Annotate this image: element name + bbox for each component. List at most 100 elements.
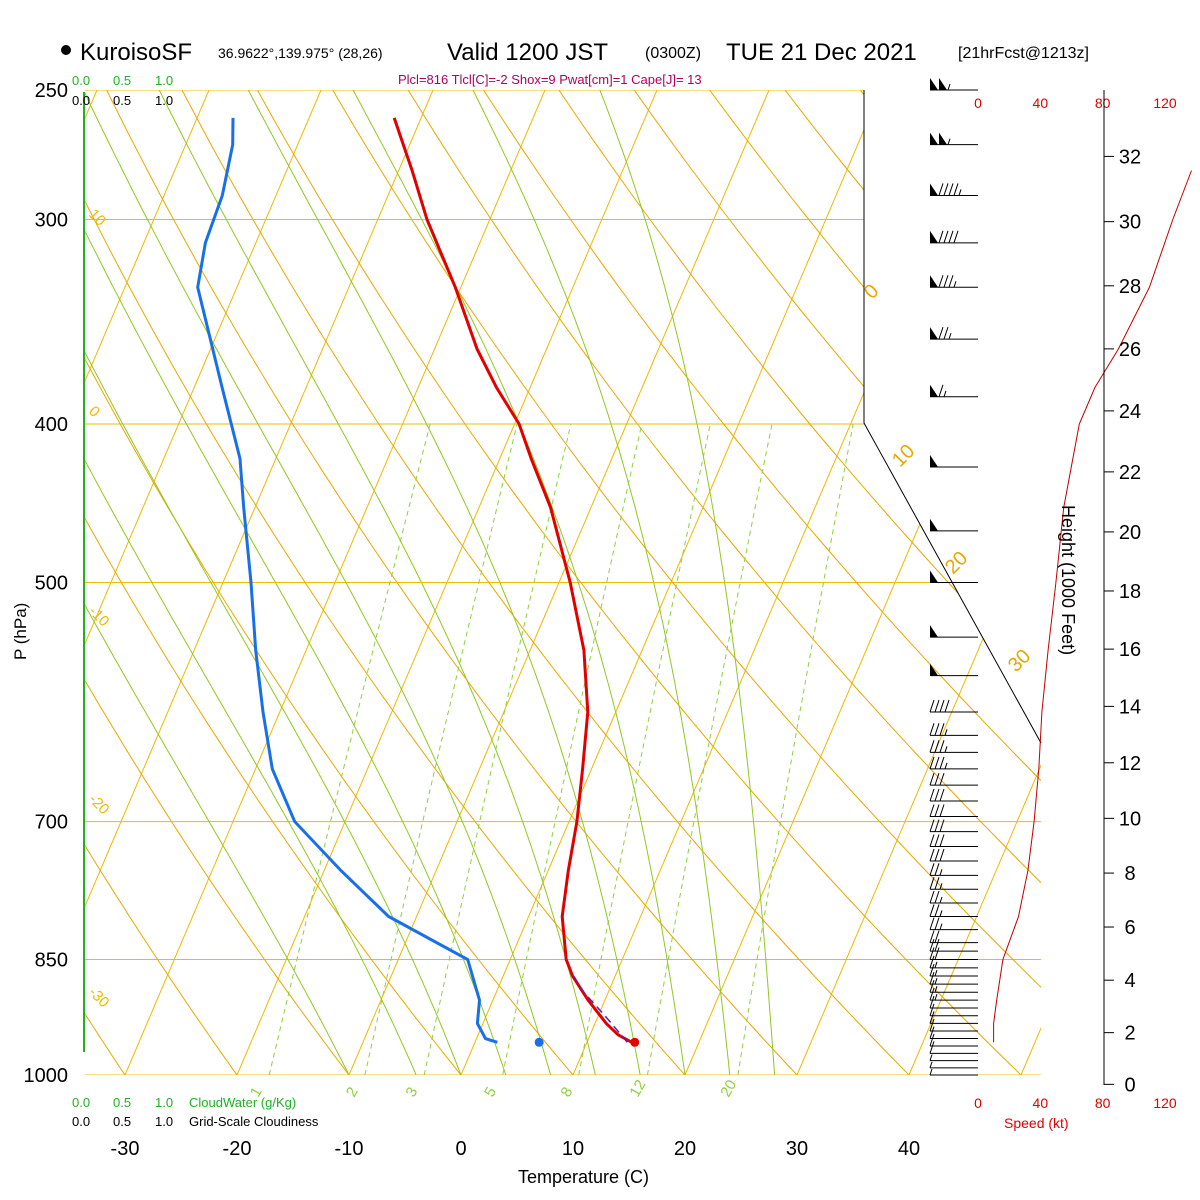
pressure-axis: 250 300 400 500 700 850 1000 [24, 80, 69, 1087]
wind-barb [929, 834, 978, 848]
dry-adiabat-line [85, 90, 686, 1075]
speed-axis-label: Speed (kt) [1004, 1115, 1069, 1131]
mixing-ratio-label: 2 [343, 1084, 362, 1100]
wind-barb-flag [943, 230, 949, 244]
wind-barb-half-flag [947, 83, 951, 91]
speed-tick-top: 40 [1033, 95, 1049, 111]
wind-barbs [929, 78, 978, 1076]
moist-adiabat-line [85, 90, 350, 1075]
speed-tick-top: 80 [1095, 95, 1111, 111]
height-tick-label: 26 [1119, 339, 1141, 361]
wind-barb-flag [934, 772, 940, 786]
isotherm-line [85, 90, 210, 1075]
wind-barb [929, 1061, 978, 1069]
dry-adiabat-label: 0 [860, 280, 883, 303]
temperature-tick-label: 10 [562, 1138, 584, 1160]
isotherm-label: -20 [85, 791, 112, 818]
wind-barb [929, 1054, 978, 1062]
wind-barb-pennant [930, 570, 938, 583]
wind-barb-flag [948, 275, 954, 288]
wind-barb [929, 788, 978, 802]
cloudwater-tick: 0.5 [113, 73, 131, 88]
wind-barb [929, 772, 978, 786]
moist-adiabat-line [85, 90, 417, 1075]
wind-barb-half-flag [944, 762, 948, 770]
wind-barb-pennant [930, 384, 938, 397]
station-coords: 36.9622°,139.975° (28,26) [218, 45, 383, 61]
dry-adiabat-line [85, 90, 350, 1075]
moist-adiabat-line [352, 90, 686, 1075]
cloudiness-tick: 0.0 [72, 93, 90, 108]
wind-barb [930, 625, 978, 638]
wind-barb-pennant [930, 132, 938, 145]
surface-dewpoint-marker [534, 1037, 544, 1047]
temperature-tick-label: 40 [898, 1138, 920, 1160]
wind-barb-flag [929, 917, 935, 930]
dewpoint-profile-line [196, 117, 498, 1044]
wind-barb-flag [953, 183, 959, 196]
height-tick-label: 8 [1124, 863, 1135, 885]
height-tick-label: 28 [1119, 276, 1141, 298]
wind-barb-half-flag [939, 910, 943, 917]
dry-adiabat-line [85, 90, 574, 1075]
wind-barb-flag [934, 819, 940, 832]
wind-barb-half-flag [934, 993, 938, 1001]
wind-barb [930, 455, 978, 468]
wind-barb [930, 384, 978, 398]
wind-barb [930, 183, 978, 196]
wind-barb [930, 78, 978, 91]
wind-barb [929, 917, 978, 931]
isotherm-label: -10 [85, 603, 112, 630]
wind-barb-flag [939, 834, 945, 847]
wind-barb [929, 1068, 978, 1076]
height-tick-label: 18 [1119, 581, 1141, 603]
dry-adiabat-line [85, 90, 238, 1075]
wind-barb [930, 570, 978, 583]
wind-barb [929, 848, 978, 862]
wind-barb-half-flag [939, 923, 943, 930]
height-tick-label: 10 [1119, 808, 1141, 830]
height-tick-label: 20 [1119, 522, 1141, 544]
isotherm-line [85, 90, 322, 1075]
moist-adiabat-line [247, 90, 641, 1075]
forecast-info: [21hrFcst@1213z] [958, 45, 1089, 62]
mixing-ratio-line [646, 423, 773, 1075]
pressure-tick-label: 300 [35, 210, 68, 232]
wind-barb-half-flag [953, 281, 957, 288]
dry-adiabat-line [633, 90, 1041, 1075]
wind-barb [929, 1003, 978, 1017]
dry-adiabat-line [181, 90, 910, 1075]
wind-barb-pennant [930, 327, 938, 340]
wind-barb-flag [934, 917, 940, 930]
height-tick-label: 14 [1119, 696, 1141, 718]
wind-barb [929, 980, 978, 993]
wind-barb-half-flag [944, 746, 948, 753]
wind-barb-flag [929, 699, 935, 713]
wind-barb-flag [929, 963, 935, 977]
wind-barb-flag [929, 788, 935, 802]
wind-barb-flag [939, 740, 945, 753]
wind-barb-flag [944, 699, 950, 713]
dry-adiabat-label: 30 [1004, 645, 1035, 676]
pressure-tick-label: 850 [35, 950, 68, 972]
isotherm-line [124, 90, 546, 1075]
wind-barb-half-flag [939, 869, 943, 876]
plot-frame [863, 90, 1042, 744]
wind-barb-flag [948, 230, 954, 244]
wind-barb-flag [934, 877, 940, 890]
mixing-ratio-label: 3 [402, 1084, 421, 1100]
wind-barb-half-flag [929, 1054, 933, 1061]
wind-barb-pennant [939, 132, 947, 145]
mixing-ratio-line [737, 423, 854, 1075]
mixing-ratio-label: 20 [717, 1077, 740, 1100]
height-tick-label: 4 [1124, 970, 1135, 992]
wind-barb [929, 947, 978, 961]
pressure-axis-label: P (hPa) [11, 603, 30, 660]
wind-barb-flag [939, 804, 945, 817]
wind-barb-flag [929, 938, 935, 952]
cloudiness-tick: 0.5 [113, 1114, 131, 1129]
wind-barb [930, 518, 978, 532]
mixing-ratio-label: 8 [557, 1084, 576, 1100]
dry-adiabat-line [558, 90, 1041, 1075]
cloudiness-tick: 0.5 [113, 93, 131, 108]
